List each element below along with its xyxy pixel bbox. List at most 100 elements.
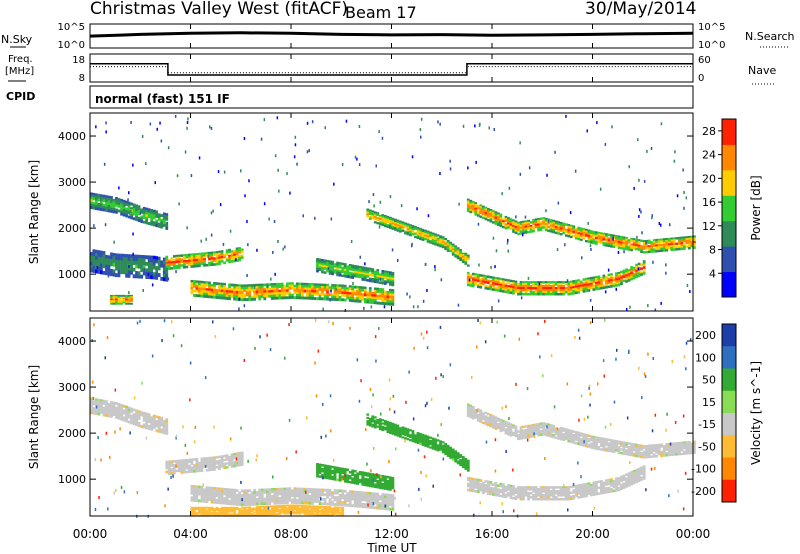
data-cell bbox=[283, 296, 287, 300]
scatter-point bbox=[650, 147, 653, 150]
data-cell bbox=[177, 260, 181, 264]
data-cell bbox=[198, 256, 201, 260]
data-cell bbox=[353, 475, 357, 479]
data-cell bbox=[338, 509, 342, 512]
band-1 bbox=[165, 451, 244, 475]
data-cell bbox=[386, 507, 390, 511]
data-cell bbox=[610, 243, 613, 246]
data-cell bbox=[323, 509, 327, 512]
data-cell bbox=[147, 208, 151, 212]
data-cell bbox=[341, 268, 345, 272]
data-cell bbox=[569, 235, 573, 239]
data-cell bbox=[127, 294, 131, 297]
data-cell bbox=[569, 438, 573, 442]
data-cell bbox=[343, 298, 347, 302]
data-cell bbox=[346, 494, 350, 498]
scatter-point bbox=[246, 220, 248, 223]
data-cell bbox=[190, 462, 194, 465]
data-cell bbox=[145, 419, 149, 423]
data-cell bbox=[441, 449, 445, 452]
data-cell bbox=[293, 289, 297, 293]
data-cell bbox=[509, 425, 513, 428]
data-cell bbox=[356, 290, 360, 294]
data-cell bbox=[677, 240, 681, 243]
data-cell bbox=[218, 284, 221, 288]
data-cell bbox=[318, 288, 322, 291]
data-cell bbox=[539, 433, 543, 437]
data-cell bbox=[293, 508, 297, 511]
data-cell bbox=[434, 241, 437, 244]
data-cell bbox=[547, 283, 551, 286]
data-cell bbox=[112, 401, 116, 405]
data-cell bbox=[125, 405, 128, 409]
data-cell bbox=[451, 250, 455, 253]
data-cell bbox=[652, 250, 656, 253]
data-cell bbox=[112, 302, 116, 305]
data-cell bbox=[102, 270, 106, 275]
data-cell bbox=[162, 257, 166, 262]
frequency-panel: Freq. [MHz] 18 8 60 0 Nave bbox=[5, 53, 776, 85]
data-cell bbox=[562, 429, 566, 432]
data-cell bbox=[431, 437, 435, 440]
data-cell bbox=[497, 426, 500, 430]
data-cell bbox=[509, 289, 513, 293]
data-cell bbox=[255, 506, 259, 509]
data-cell bbox=[605, 240, 608, 243]
data-cell bbox=[238, 498, 241, 502]
data-cell bbox=[238, 513, 241, 516]
data-cell bbox=[502, 423, 505, 426]
data-cell bbox=[323, 507, 327, 510]
data-cell bbox=[107, 255, 111, 260]
data-cell bbox=[394, 430, 397, 433]
data-cell bbox=[218, 289, 221, 293]
data-cell bbox=[381, 493, 385, 497]
data-cell bbox=[514, 231, 518, 235]
scatter-point bbox=[686, 283, 689, 287]
data-cell bbox=[233, 513, 236, 516]
data-cell bbox=[351, 264, 355, 268]
data-cell bbox=[384, 297, 387, 301]
data-cell bbox=[90, 262, 93, 266]
data-cell bbox=[368, 287, 372, 290]
data-cell bbox=[177, 266, 181, 269]
data-cell bbox=[298, 487, 302, 491]
data-cell bbox=[389, 431, 392, 434]
data-cell bbox=[286, 489, 289, 493]
data-cell bbox=[255, 290, 259, 294]
data-cell bbox=[514, 431, 518, 434]
data-cell bbox=[381, 428, 385, 432]
data-cell bbox=[225, 297, 229, 300]
data-cell bbox=[321, 259, 324, 262]
data-cell bbox=[127, 408, 131, 412]
data-cell bbox=[122, 257, 126, 262]
data-cell bbox=[630, 239, 633, 243]
data-cell bbox=[240, 494, 244, 497]
data-cell bbox=[220, 250, 224, 253]
scatter-point bbox=[229, 229, 232, 233]
data-cell bbox=[353, 274, 357, 278]
data-cell bbox=[466, 403, 470, 407]
data-cell bbox=[258, 290, 262, 294]
data-cell bbox=[574, 431, 578, 434]
data-cell bbox=[441, 237, 445, 241]
data-cell bbox=[122, 267, 126, 271]
data-cell bbox=[132, 420, 136, 423]
data-cell bbox=[162, 431, 166, 435]
data-cell bbox=[140, 208, 144, 212]
data-cell bbox=[572, 290, 576, 293]
data-cell bbox=[255, 514, 259, 516]
data-cell bbox=[424, 436, 427, 439]
data-cell bbox=[567, 429, 571, 432]
data-cell bbox=[260, 285, 264, 289]
data-cell bbox=[655, 238, 659, 242]
data-cell bbox=[492, 282, 495, 285]
data-cell bbox=[167, 472, 171, 475]
data-cell bbox=[481, 212, 485, 216]
scatter-point bbox=[477, 222, 480, 226]
data-cell bbox=[630, 266, 633, 269]
data-cell bbox=[353, 473, 357, 477]
data-cell bbox=[595, 445, 598, 448]
data-cell bbox=[386, 274, 390, 278]
data-cell bbox=[363, 272, 367, 276]
data-cell bbox=[160, 223, 164, 227]
